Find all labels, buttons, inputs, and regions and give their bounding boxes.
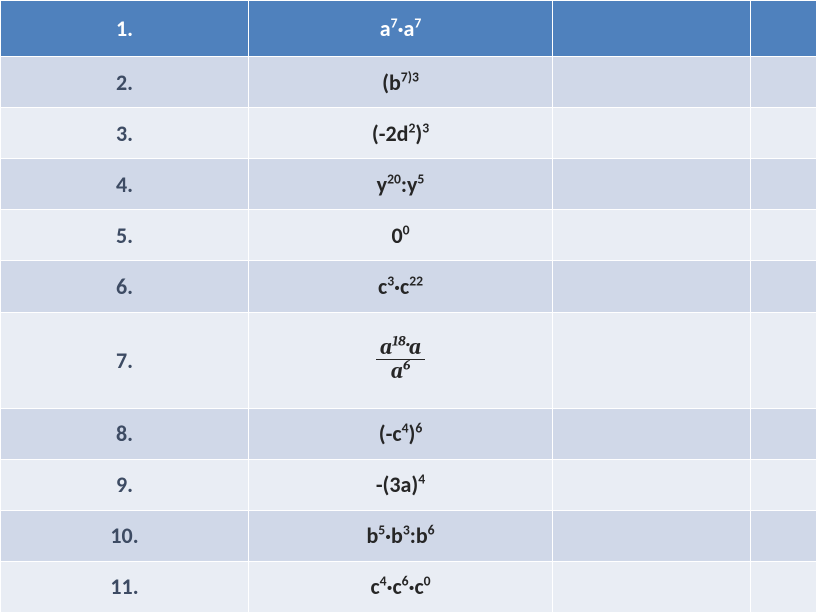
row-expression: b5·b3:b6 <box>249 510 553 561</box>
row-expression: (-с4)6 <box>249 408 553 459</box>
row-expression: -(3а)4 <box>249 459 553 510</box>
table-row: 4.у20:у5 <box>1 159 816 210</box>
row-number: 11. <box>1 561 249 612</box>
row-expression: (-2d2)3 <box>249 108 553 159</box>
row-number: 1. <box>1 1 249 57</box>
answer-cell <box>553 1 751 57</box>
row-number: 7. <box>1 312 249 408</box>
answer-cell <box>751 261 816 312</box>
table-row: 8.(-с4)6 <box>1 408 816 459</box>
answer-cell <box>553 510 751 561</box>
row-expression: a7·a7 <box>249 1 553 57</box>
row-number: 9. <box>1 459 249 510</box>
answer-cell <box>751 561 816 612</box>
table-row: 1.a7·a7 <box>1 1 816 57</box>
row-number: 2. <box>1 57 249 108</box>
row-expression: с4·с6·с0 <box>249 561 553 612</box>
table-row: 5.00 <box>1 210 816 261</box>
answer-cell <box>553 459 751 510</box>
table-row: 6.с3·с22 <box>1 261 816 312</box>
row-number: 4. <box>1 159 249 210</box>
row-expression: a18·aa6 <box>249 312 553 408</box>
answer-cell <box>751 459 816 510</box>
row-number: 3. <box>1 108 249 159</box>
math-exercises-table: 1.a7·a72.(b7)33.(-2d2)34.у20:у55.006.с3·… <box>0 0 816 613</box>
answer-cell <box>751 210 816 261</box>
answer-cell <box>553 312 751 408</box>
table-row: 2.(b7)3 <box>1 57 816 108</box>
answer-cell <box>751 1 816 57</box>
answer-cell <box>751 159 816 210</box>
row-expression: у20:у5 <box>249 159 553 210</box>
table-row: 7.a18·aa6 <box>1 312 816 408</box>
row-expression: (b7)3 <box>249 57 553 108</box>
row-number: 10. <box>1 510 249 561</box>
answer-cell <box>553 159 751 210</box>
answer-cell <box>751 312 816 408</box>
answer-cell <box>751 108 816 159</box>
row-expression: 00 <box>249 210 553 261</box>
row-expression: с3·с22 <box>249 261 553 312</box>
answer-cell <box>553 408 751 459</box>
answer-cell <box>751 57 816 108</box>
answer-cell <box>553 261 751 312</box>
table-row: 10.b5·b3:b6 <box>1 510 816 561</box>
table-row: 9.-(3а)4 <box>1 459 816 510</box>
table-row: 11.с4·с6·с0 <box>1 561 816 612</box>
answer-cell <box>751 408 816 459</box>
row-number: 5. <box>1 210 249 261</box>
answer-cell <box>751 510 816 561</box>
answer-cell <box>553 210 751 261</box>
row-number: 6. <box>1 261 249 312</box>
answer-cell <box>553 108 751 159</box>
answer-cell <box>553 57 751 108</box>
table-row: 3.(-2d2)3 <box>1 108 816 159</box>
answer-cell <box>553 561 751 612</box>
row-number: 8. <box>1 408 249 459</box>
